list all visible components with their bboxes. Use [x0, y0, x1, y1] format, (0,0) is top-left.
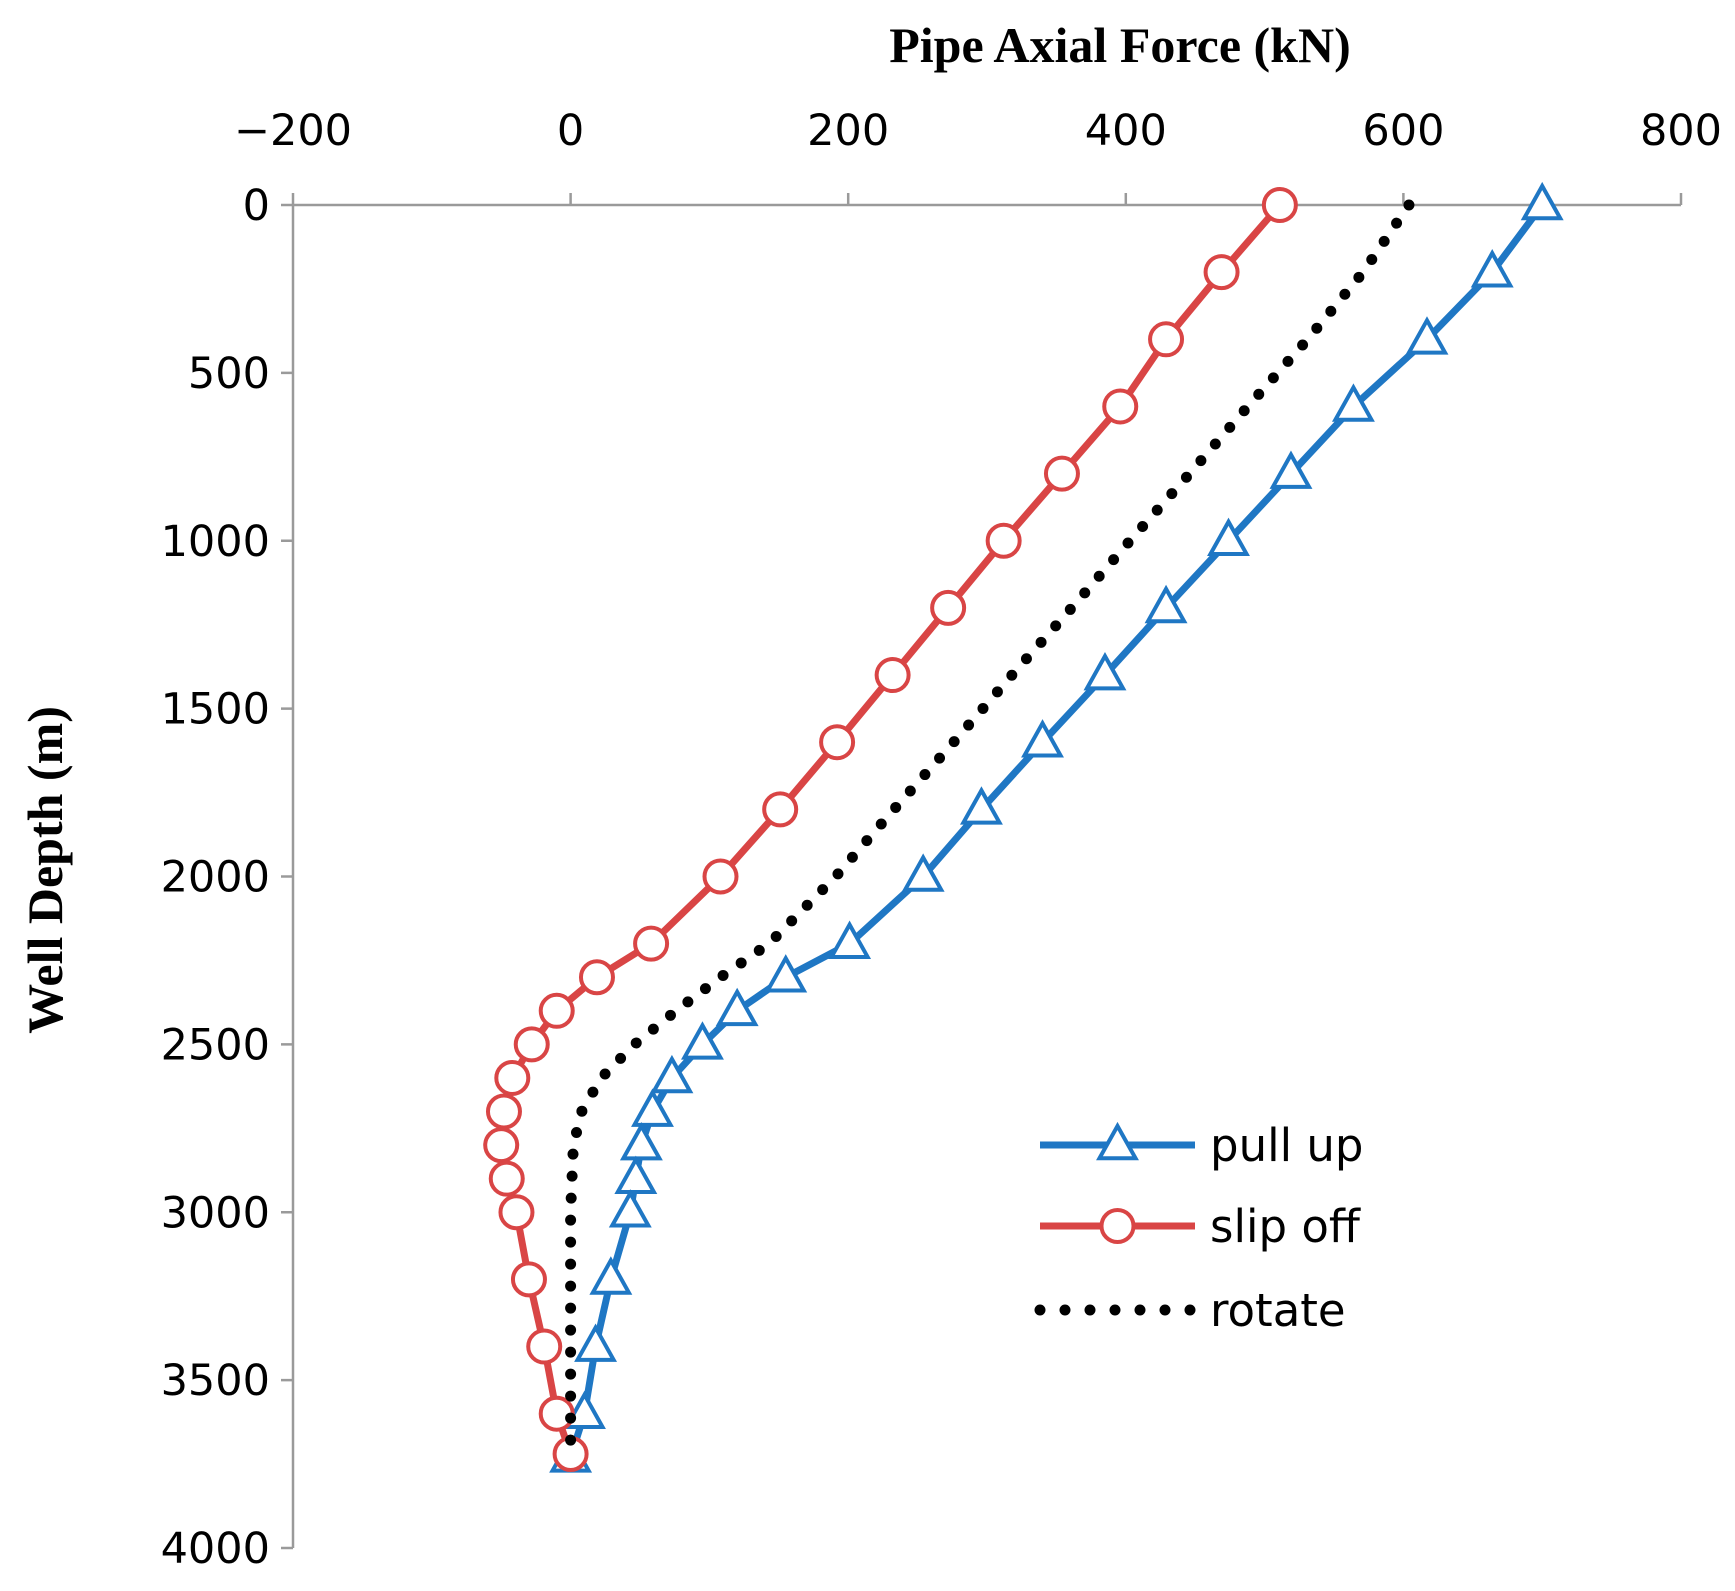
data-point-pull-up — [1405, 316, 1449, 355]
data-point-pull-up — [901, 853, 945, 892]
data-point-pull-up — [608, 1189, 652, 1228]
data-point-slip-off — [1148, 321, 1185, 358]
data-point-slip-off — [819, 724, 856, 761]
data-point-slip-off — [578, 959, 615, 996]
data-point-pull-up — [1144, 584, 1188, 624]
data-point-slip-off — [633, 925, 670, 962]
legend-label-pull-up: pull up — [1210, 1119, 1363, 1172]
data-point-pull-up — [681, 1021, 724, 1060]
data-point-slip-off — [498, 1194, 535, 1231]
data-point-slip-off — [1203, 254, 1240, 291]
y-tick-label: 2000 — [161, 853, 270, 903]
data-point-pull-up — [1331, 383, 1375, 422]
y-axis-title: Well Depth (m) — [17, 706, 73, 1034]
legend-item-rotate: rotate — [1034, 1284, 1346, 1337]
series-line-rotate — [565, 199, 1415, 1453]
data-point-slip-off — [526, 1328, 563, 1365]
data-point-pull-up — [1083, 651, 1127, 691]
data-point-pull-up — [1470, 249, 1514, 288]
y-tick-label: 500 — [188, 349, 270, 399]
data-point-pull-up — [631, 1088, 674, 1127]
data-point-pull-up — [614, 1155, 658, 1194]
data-point-slip-off — [494, 1059, 531, 1096]
x-tick-label: −200 — [234, 106, 352, 156]
axes: −200 0 200 400 600 800 0 500 1000 1500 2000 2500 300… — [161, 106, 1722, 1574]
series-slip-off — [483, 187, 1298, 1472]
data-point-slip-off — [538, 992, 575, 1029]
data-point-slip-off — [485, 1093, 522, 1130]
data-point-pull-up — [574, 1323, 618, 1362]
x-tick-label: 600 — [1362, 106, 1444, 156]
data-point-pull-up — [828, 920, 872, 959]
legend-label-slip-off: slip off — [1210, 1200, 1361, 1253]
data-point-pull-up — [959, 786, 1003, 825]
series-line-pull-up — [567, 202, 1546, 1459]
x-tick-label: 400 — [1085, 106, 1167, 156]
y-tick-label: 4000 — [161, 1524, 270, 1574]
x-axis-title: Pipe Axial Force (kN) — [889, 17, 1351, 73]
data-point-pull-up — [1269, 450, 1313, 489]
data-point-pull-up — [619, 1122, 663, 1161]
data-point-slip-off — [930, 589, 967, 626]
data-point-pull-up — [715, 987, 759, 1027]
data-point-pull-up — [764, 954, 808, 993]
data-point-slip-off — [702, 858, 739, 895]
y-tick-label: 1000 — [161, 517, 270, 567]
data-point-slip-off — [513, 1026, 550, 1063]
data-point-slip-off — [483, 1127, 520, 1164]
legend-label-rotate: rotate — [1210, 1284, 1346, 1337]
data-point-slip-off — [510, 1261, 547, 1298]
data-point-slip-off — [762, 791, 799, 828]
legend-item-slip-off: slip off — [1040, 1200, 1361, 1253]
y-tick-label: 3000 — [161, 1188, 270, 1238]
data-point-pull-up — [1021, 719, 1064, 758]
legend-marker-slip-off — [1099, 1208, 1136, 1244]
data-point-slip-off — [488, 1160, 525, 1197]
x-tick-label: 0 — [557, 106, 584, 156]
data-point-slip-off — [874, 657, 911, 694]
data-point-slip-off — [985, 522, 1022, 559]
series-group — [483, 181, 1564, 1473]
y-tick-label: 1500 — [161, 685, 270, 735]
legend-item-pull-up: pull up — [1040, 1119, 1363, 1172]
data-point-pull-up — [1520, 181, 1564, 221]
legend-marker-pull-up — [1096, 1121, 1139, 1161]
data-point-slip-off — [1261, 187, 1298, 223]
data-point-slip-off — [1043, 455, 1080, 492]
x-tick-label: 200 — [807, 106, 889, 156]
data-point-slip-off — [1102, 388, 1139, 425]
y-tick-label: 3500 — [161, 1356, 270, 1406]
y-tick-label: 0 — [243, 181, 270, 231]
series-rotate — [565, 199, 1415, 1453]
series-pull-up — [549, 181, 1564, 1473]
data-point-pull-up — [1207, 517, 1250, 557]
legend: pull up slip off rotate — [1034, 1119, 1363, 1337]
y-tick-label: 2500 — [161, 1020, 270, 1070]
data-point-pull-up — [589, 1256, 633, 1295]
data-point-pull-up — [650, 1054, 694, 1094]
x-tick-label: 800 — [1640, 106, 1722, 156]
